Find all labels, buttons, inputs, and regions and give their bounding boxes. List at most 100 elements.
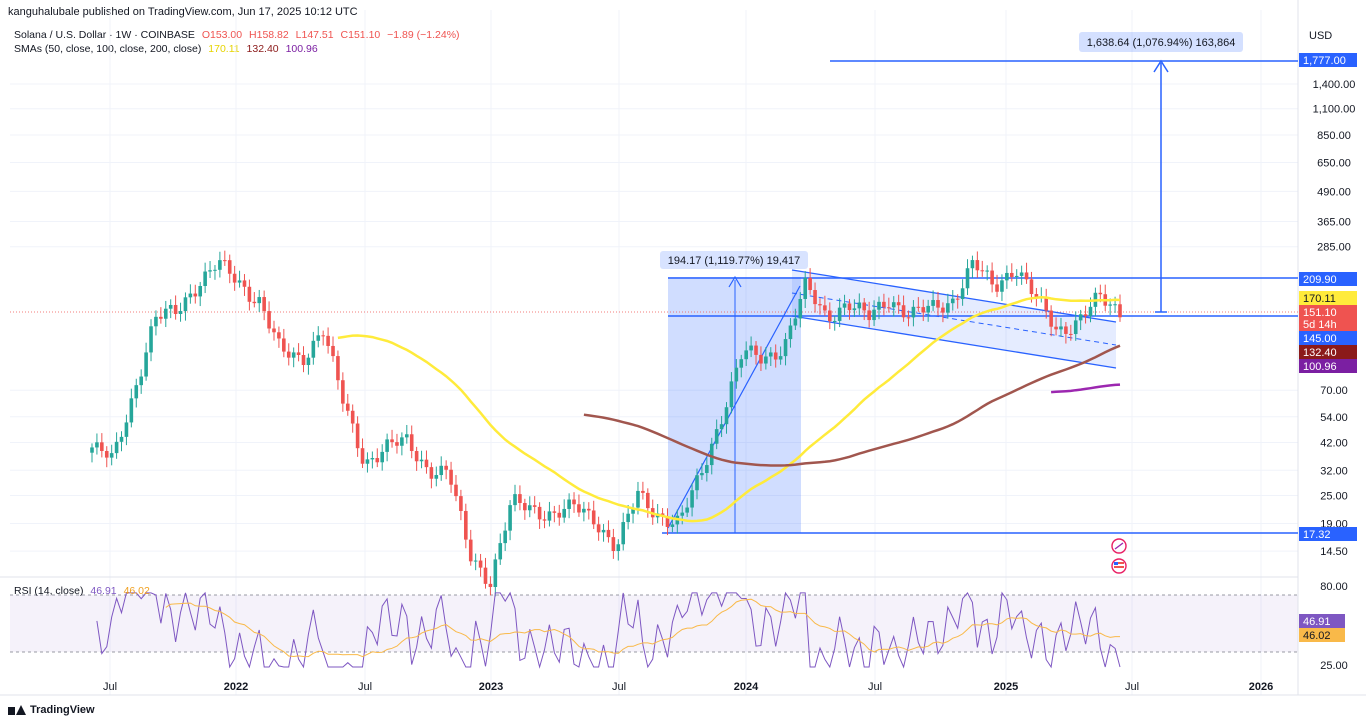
candle[interactable] xyxy=(1078,309,1083,331)
rsi-axis[interactable]: 80.00 25.00 46.91 46.02 xyxy=(1299,581,1348,672)
candle[interactable] xyxy=(493,553,498,597)
candle[interactable] xyxy=(749,336,753,358)
candle[interactable] xyxy=(345,393,350,416)
candle[interactable] xyxy=(483,557,488,589)
candle[interactable] xyxy=(178,302,183,322)
candle[interactable] xyxy=(719,416,724,438)
candle[interactable] xyxy=(306,353,311,375)
sma50-line[interactable] xyxy=(337,296,1121,523)
candle[interactable] xyxy=(586,502,591,520)
candle[interactable] xyxy=(754,341,758,365)
candle[interactable] xyxy=(444,460,448,480)
candle[interactable] xyxy=(1069,324,1073,341)
candle[interactable] xyxy=(213,265,217,280)
candle[interactable] xyxy=(773,344,778,368)
candle[interactable] xyxy=(852,299,857,317)
candle[interactable] xyxy=(286,343,291,366)
candle[interactable] xyxy=(995,274,999,298)
candle[interactable] xyxy=(985,265,989,281)
candle[interactable] xyxy=(1019,265,1024,285)
candle[interactable] xyxy=(360,438,365,469)
candle[interactable] xyxy=(144,342,148,381)
candle[interactable] xyxy=(700,463,704,480)
candle[interactable] xyxy=(626,504,630,530)
candle[interactable] xyxy=(434,466,439,487)
candle[interactable] xyxy=(370,451,375,469)
candle[interactable] xyxy=(872,300,876,327)
candle[interactable] xyxy=(641,481,645,500)
candle[interactable] xyxy=(990,262,994,293)
candle[interactable] xyxy=(690,483,694,517)
candle[interactable] xyxy=(921,299,926,322)
candle[interactable] xyxy=(90,443,94,463)
candle[interactable] xyxy=(832,315,837,331)
rsi-ma-line[interactable] xyxy=(165,598,1120,658)
candle[interactable] xyxy=(488,576,493,596)
candle[interactable] xyxy=(887,297,891,313)
candle[interactable] xyxy=(778,346,783,365)
candle[interactable] xyxy=(404,424,409,444)
candle[interactable] xyxy=(562,499,566,523)
candle[interactable] xyxy=(390,429,394,448)
candle[interactable] xyxy=(680,505,685,525)
candle[interactable] xyxy=(513,484,517,512)
candle[interactable] xyxy=(896,294,901,314)
candle[interactable] xyxy=(621,512,626,551)
candle[interactable] xyxy=(813,282,817,313)
candle[interactable] xyxy=(734,359,739,389)
candle[interactable] xyxy=(606,520,611,543)
candle[interactable] xyxy=(1059,317,1063,337)
candle[interactable] xyxy=(1014,269,1019,286)
candle[interactable] xyxy=(336,350,340,390)
currency-label[interactable]: USD xyxy=(1309,30,1333,42)
candle[interactable] xyxy=(759,346,763,372)
candle[interactable] xyxy=(877,296,881,320)
candle[interactable] xyxy=(242,274,247,296)
candle[interactable] xyxy=(439,456,444,481)
candle[interactable] xyxy=(714,419,719,450)
candle[interactable] xyxy=(1054,317,1058,336)
candle[interactable] xyxy=(1039,287,1044,303)
candle[interactable] xyxy=(355,416,360,457)
candle[interactable] xyxy=(365,452,370,473)
candle[interactable] xyxy=(301,346,306,373)
candle[interactable] xyxy=(764,347,768,370)
candle[interactable] xyxy=(906,310,911,327)
candle[interactable] xyxy=(282,328,286,358)
candle[interactable] xyxy=(100,433,104,458)
candle[interactable] xyxy=(232,265,237,291)
candle[interactable] xyxy=(395,433,399,454)
candle[interactable] xyxy=(916,297,921,312)
candle[interactable] xyxy=(1073,311,1078,341)
candle[interactable] xyxy=(464,503,468,549)
candle[interactable] xyxy=(385,433,389,462)
candle[interactable] xyxy=(1103,284,1108,312)
candle[interactable] xyxy=(901,295,906,322)
candle[interactable] xyxy=(523,498,527,520)
candle[interactable] xyxy=(965,259,970,296)
candle[interactable] xyxy=(596,516,601,541)
candle[interactable] xyxy=(419,450,424,469)
candle[interactable] xyxy=(247,279,252,311)
candle[interactable] xyxy=(173,295,178,320)
candle[interactable] xyxy=(744,341,748,367)
candle[interactable] xyxy=(1083,305,1088,324)
candle[interactable] xyxy=(503,522,507,551)
candle[interactable] xyxy=(414,446,419,471)
candle[interactable] xyxy=(891,296,896,317)
price-axis[interactable]: 1,400.00 1,100.00 850.00 650.00 490.00 365.00… xyxy=(1313,79,1356,558)
candle[interactable] xyxy=(203,262,207,294)
candle[interactable] xyxy=(926,299,930,322)
candle[interactable] xyxy=(459,489,463,521)
candle[interactable] xyxy=(163,300,168,328)
candle[interactable] xyxy=(532,496,537,514)
candle[interactable] xyxy=(788,318,793,348)
us-flag-event-icon[interactable] xyxy=(1111,558,1127,574)
candle[interactable] xyxy=(572,492,576,513)
candle[interactable] xyxy=(552,505,557,523)
candle[interactable] xyxy=(950,290,955,311)
candle[interactable] xyxy=(527,496,532,518)
candle[interactable] xyxy=(508,500,512,541)
candle[interactable] xyxy=(931,290,935,312)
